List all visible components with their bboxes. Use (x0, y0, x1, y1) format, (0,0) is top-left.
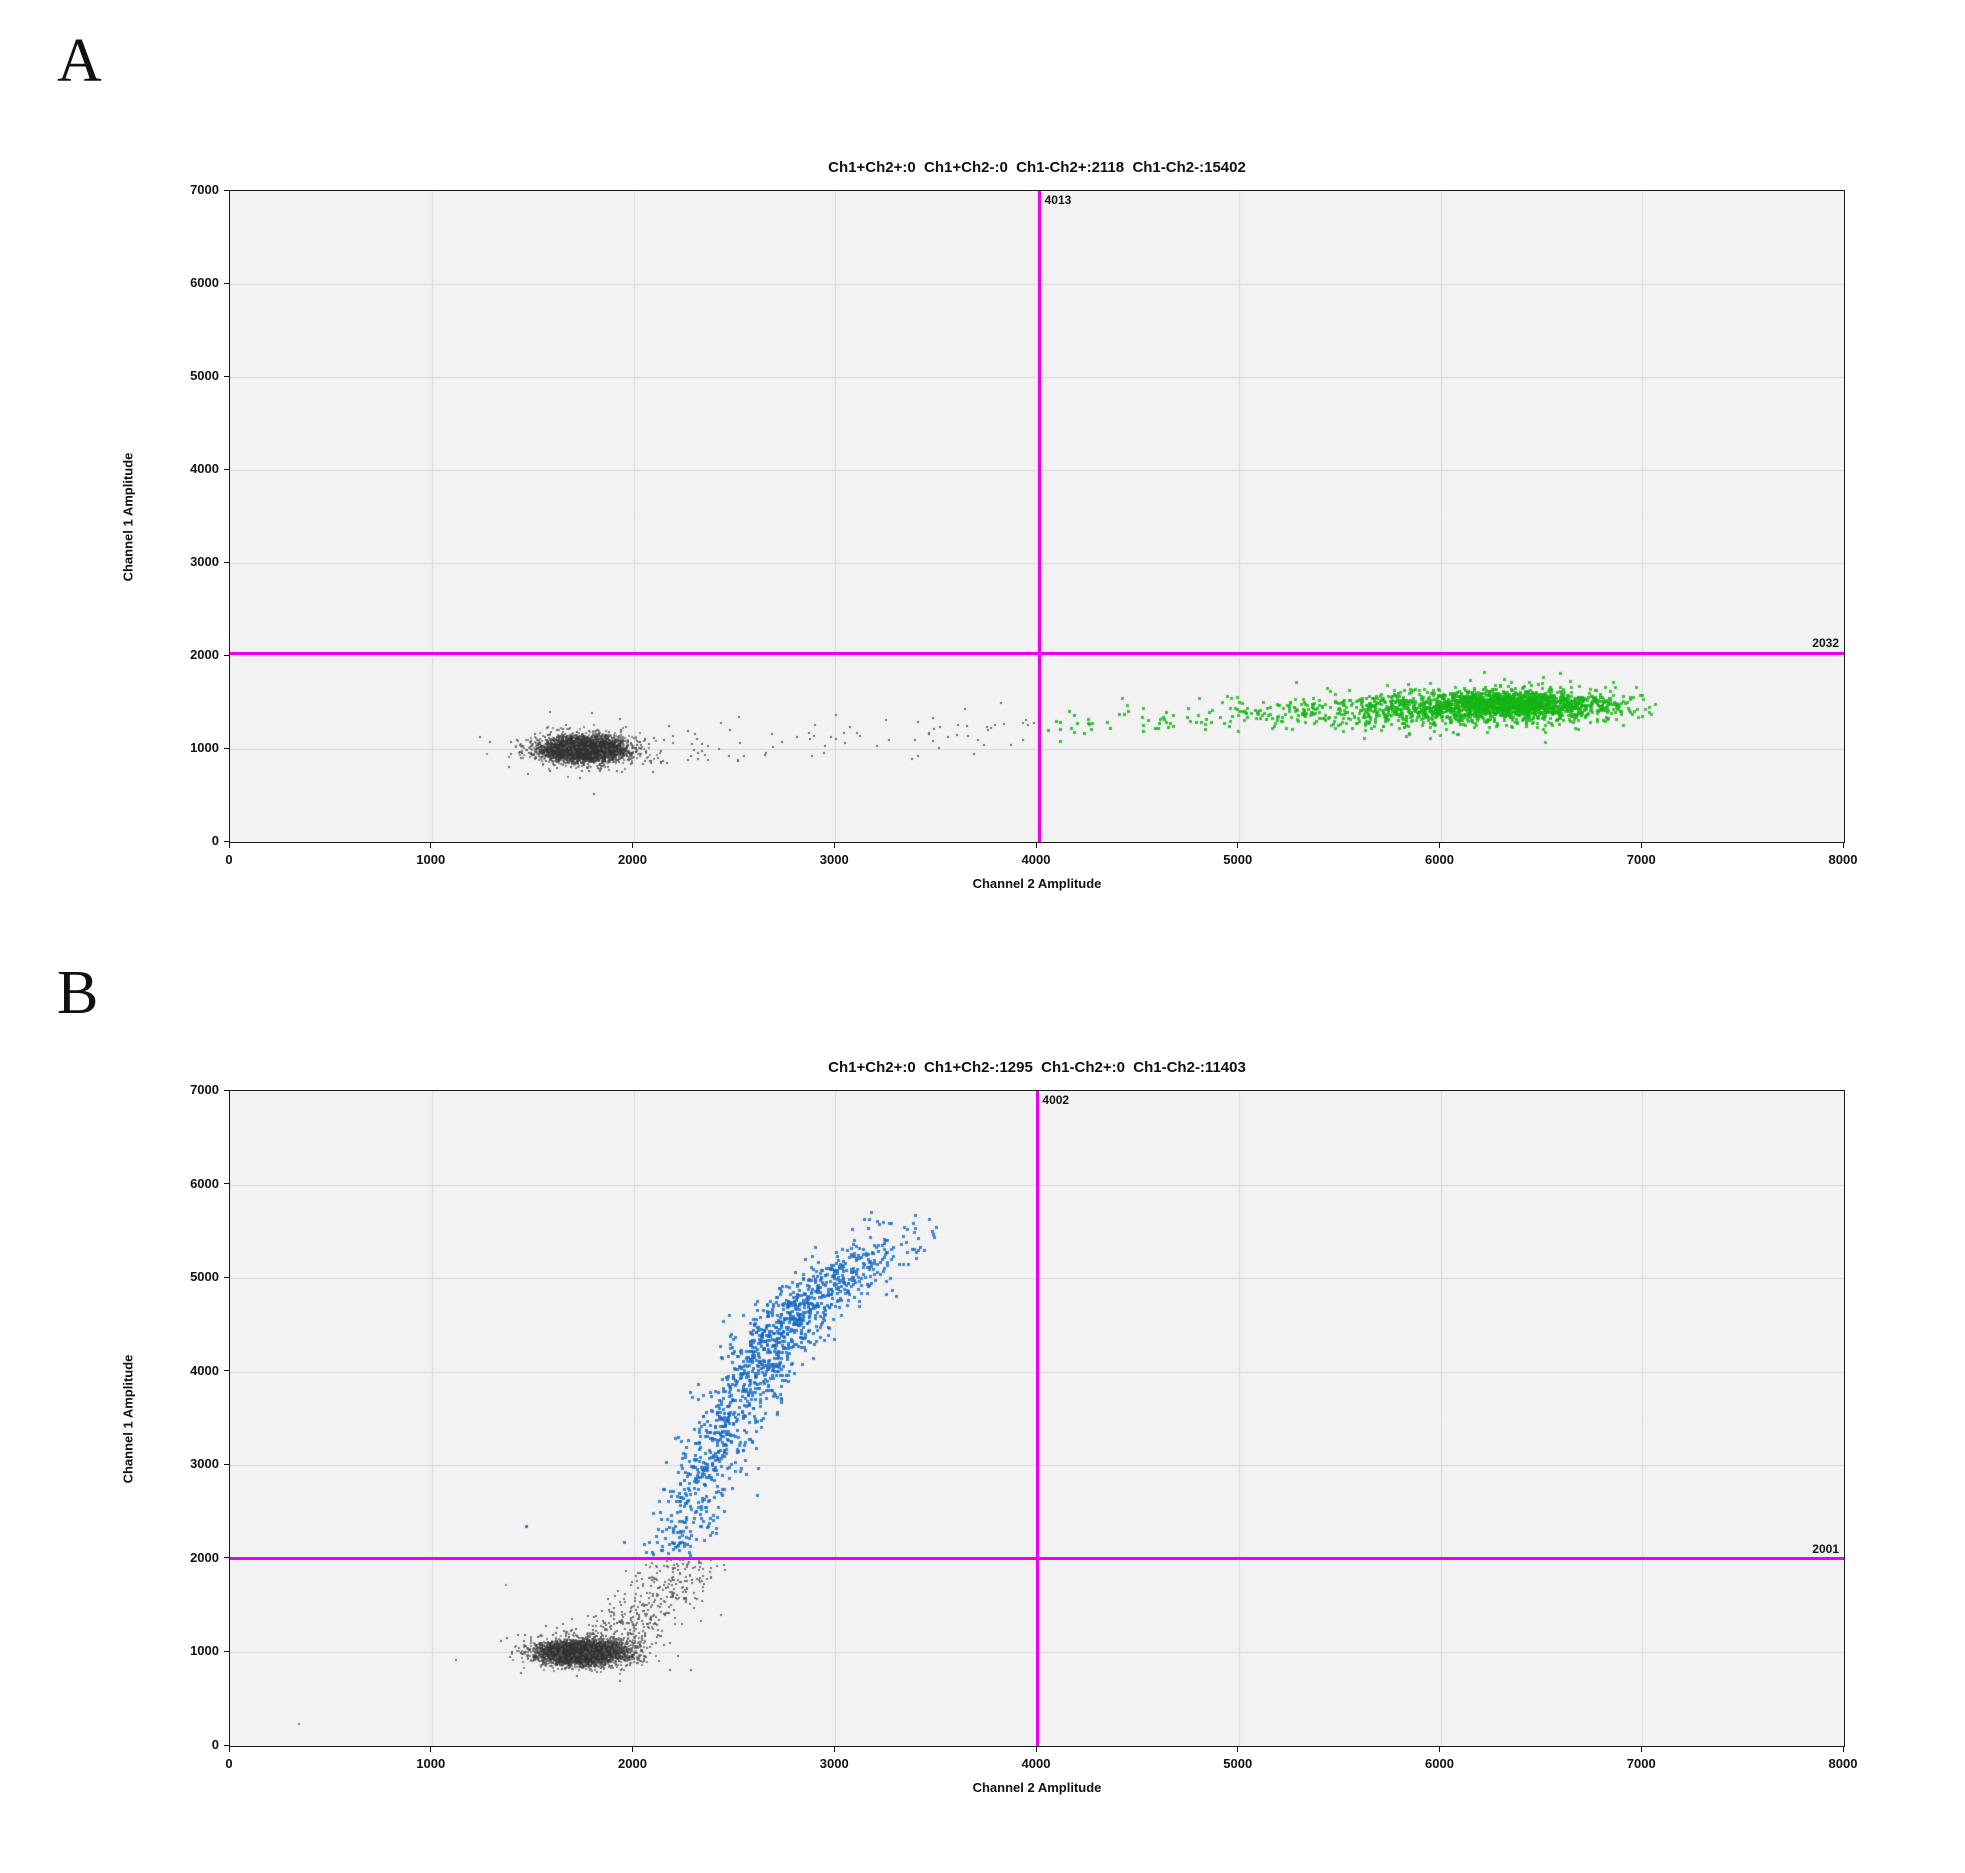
x-tick-label: 2000 (618, 852, 647, 867)
x-tick-label: 4000 (1021, 852, 1051, 867)
x-tick-mark (430, 843, 432, 848)
ddpcr-2d-amplitude-plot-a: Ch1+Ch2+:0 Ch1+Ch2-:0 Ch1-Ch2+:2118 Ch1-… (121, 159, 1858, 891)
channel1-threshold-line (230, 651, 1844, 655)
y-tick-label: 5000 (190, 368, 219, 383)
x-tick-mark (1640, 843, 1642, 848)
y-tick-label: 0 (211, 833, 219, 848)
plot-area: 4013 2032 (229, 190, 1845, 843)
panel-b-label: B (57, 959, 99, 1027)
y-tick-label: 0 (211, 1737, 219, 1752)
y-tick-label: 1000 (190, 740, 219, 755)
quadrant-counts-title: Ch1+Ch2+:0 Ch1+Ch2-:1295 Ch1-Ch2+:0 Ch1-… (828, 1059, 1246, 1076)
x-tick-label: 5000 (1223, 1756, 1253, 1771)
y-tick-label: 2000 (190, 647, 219, 662)
y-tick-label: 7000 (190, 1082, 219, 1097)
y-axis-title: Channel 1 Amplitude (120, 1354, 136, 1483)
x-tick-mark (833, 1747, 835, 1752)
x-tick-mark (1035, 843, 1037, 848)
x-tick-label: 1000 (416, 1756, 446, 1771)
x-tick-mark (228, 1747, 230, 1752)
x-tick-label: 5000 (1223, 852, 1253, 867)
x-tick-mark (632, 1747, 633, 1752)
y-tick-label: 1000 (190, 1643, 219, 1659)
x-tick-mark (228, 843, 230, 848)
x-tick-mark (1842, 1747, 1844, 1752)
y-tick-label: 3000 (190, 1456, 219, 1472)
x-tick-label: 3000 (819, 1756, 849, 1771)
x-tick-mark (1237, 1747, 1239, 1752)
plot-area: 4002 2001 (229, 1090, 1845, 1747)
x-tick-label: 0 (225, 852, 233, 867)
channel2-threshold-line (1035, 1091, 1039, 1746)
x-tick-label: 6000 (1425, 1756, 1454, 1771)
x-tick-label: 4000 (1021, 1756, 1051, 1771)
x-tick-mark (1640, 1747, 1642, 1752)
channel1-threshold-line (230, 1557, 1844, 1561)
x-axis-title: Channel 2 Amplitude (972, 1780, 1102, 1795)
channel2-threshold-line (1038, 191, 1042, 842)
y-tick-label: 4000 (190, 1362, 219, 1378)
y-tick-label: 4000 (190, 461, 219, 476)
quadrant-counts-title: Ch1+Ch2+:0 Ch1+Ch2-:0 Ch1-Ch2+:2118 Ch1-… (828, 159, 1246, 176)
x-tick-label: 8000 (1828, 1756, 1858, 1771)
y-tick-label: 7000 (190, 182, 219, 197)
panel-a-label: A (57, 27, 102, 95)
channel2-threshold-value: 4013 (1044, 193, 1072, 207)
x-tick-label: 0 (225, 1756, 233, 1771)
y-tick-label: 6000 (190, 275, 219, 290)
x-tick-mark (1439, 1747, 1440, 1752)
x-tick-mark (1842, 843, 1844, 848)
x-tick-label: 8000 (1828, 852, 1858, 867)
x-tick-mark (430, 1747, 432, 1752)
channel1-threshold-value: 2032 (1812, 636, 1839, 651)
channel2-threshold-value: 4002 (1042, 1093, 1070, 1107)
x-tick-label: 2000 (618, 1756, 647, 1771)
scatter-canvas (230, 191, 1844, 842)
x-tick-mark (1439, 843, 1440, 848)
channel1-threshold-value: 2001 (1812, 1541, 1839, 1556)
x-tick-label: 7000 (1626, 852, 1656, 867)
x-tick-label: 7000 (1626, 1756, 1656, 1771)
x-tick-label: 1000 (416, 852, 446, 867)
y-tick-label: 3000 (190, 554, 219, 569)
y-tick-label: 5000 (190, 1269, 219, 1285)
x-tick-mark (833, 843, 835, 848)
x-tick-mark (632, 843, 633, 848)
x-tick-mark (1237, 843, 1239, 848)
x-axis-title: Channel 2 Amplitude (972, 876, 1102, 891)
y-tick-label: 6000 (190, 1175, 219, 1191)
ddpcr-2d-amplitude-plot-b: Ch1+Ch2+:0 Ch1+Ch2-:1295 Ch1-Ch2+:0 Ch1-… (121, 1059, 1858, 1795)
x-tick-label: 6000 (1425, 852, 1454, 867)
y-tick-label: 2000 (190, 1549, 219, 1565)
y-axis-title: Channel 1 Amplitude (120, 452, 136, 581)
x-tick-mark (1035, 1747, 1037, 1752)
x-tick-label: 3000 (819, 852, 849, 867)
